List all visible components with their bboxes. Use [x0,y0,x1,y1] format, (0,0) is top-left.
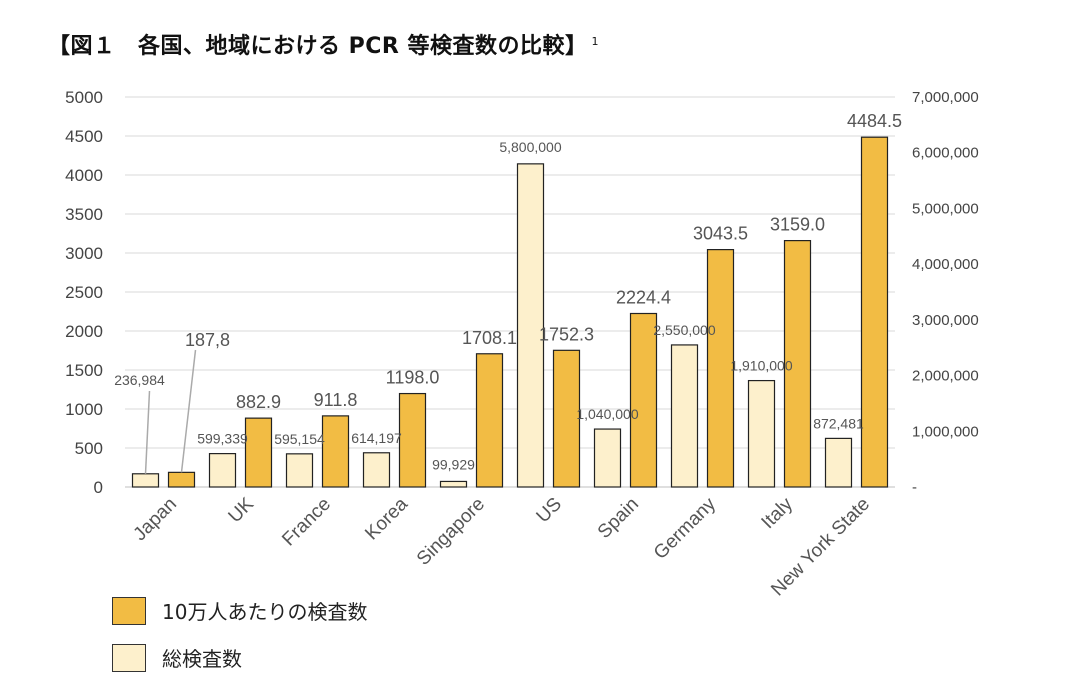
x-category-label: Singapore [413,494,489,570]
y-right-tick-label: 6,000,000 [912,145,979,162]
bar-per-100k [860,136,889,488]
bar-total-tests [285,453,314,488]
x-category-label: Italy [758,493,798,533]
x-category-label: Korea [361,493,412,544]
data-label-per-100k: 882.9 [236,392,281,412]
y-left-tick-label: 5000 [65,88,103,107]
bar-per-100k [167,471,196,488]
legend-label-total: 総検査数 [162,647,242,671]
bar-per-100k [706,249,735,488]
y-right-tick-label: 5,000,000 [912,200,979,217]
bar-total-tests [362,452,391,488]
bar-total-tests [670,344,699,488]
data-label-total-tests: 599,339 [197,431,248,447]
data-label-per-100k: 3159.0 [770,215,825,235]
data-label-total-tests: 872,481 [813,415,864,431]
data-label-total-tests: 1,040,000 [576,406,638,422]
y-left-tick-label: 1000 [65,400,103,419]
bar-total-tests [439,480,468,488]
x-category-label: US [533,494,567,528]
y-left-tick-label: 4500 [65,127,103,146]
bar-total-tests [516,163,545,488]
y-left-tick-label: 0 [94,478,103,497]
y-left-tick-label: 500 [75,439,103,458]
legend-item-total: 総検査数 [112,643,242,672]
data-label-per-100k: 4484.5 [847,111,902,131]
bar-per-100k [552,349,581,488]
legend-item-per100k: 10万人あたりの検査数 [112,596,367,625]
data-label-per-100k: 1708.1 [462,328,517,348]
y-right-tick-label: 4,000,000 [912,256,979,273]
y-left-tick-label: 1500 [65,361,103,380]
data-label-total-tests: 2,550,000 [653,322,715,338]
bar-total-tests [593,428,622,488]
x-category-label: Germany [650,493,720,563]
callout-line [144,390,151,474]
x-category-label: UK [225,493,259,527]
y-right-tick-label: 3,000,000 [912,312,979,329]
y-left-tick-label: 4000 [65,166,103,185]
bar-per-100k [783,239,812,488]
bar-per-100k [629,312,658,488]
data-label-total-tests: 99,929 [432,456,475,472]
data-label-total-tests: 236,984 [114,372,165,388]
legend-label-per100k: 10万人あたりの検査数 [162,600,368,624]
x-category-label: France [278,494,335,551]
legend-swatch-per100k [112,596,146,625]
data-label-per-100k: 911.8 [314,390,358,410]
y-left-tick-label: 3000 [65,244,103,263]
y-right-tick-label: 7,000,000 [912,89,979,106]
data-label-total-tests: 595,154 [274,431,325,447]
bar-per-100k [398,392,427,488]
bar-total-tests [824,437,853,488]
y-left-tick-label: 3500 [65,205,103,224]
bar-per-100k [321,415,350,488]
y-right-tick-label: 2,000,000 [912,368,979,385]
callout-line [180,349,197,473]
data-label-total-tests: 5,800,000 [499,139,561,155]
data-label-per-100k: 1198.0 [386,368,440,388]
data-label-per-100k: 2224.4 [616,287,671,307]
bar-per-100k [244,417,273,488]
chart-title-text: 【図１ 各国、地域における PCR 等検査数の比較】 [48,34,588,59]
legend-swatch-total [112,643,146,672]
y-left-tick-label: 2000 [65,322,103,341]
data-label-total-tests: 614,197 [351,430,402,446]
chart-title: 【図１ 各国、地域における PCR 等検査数の比較】 1 [48,28,599,60]
data-label-per-100k: 187,8 [185,330,230,350]
title-footnote: 1 [591,34,600,48]
data-label-per-100k: 3043.5 [693,224,748,244]
y-right-tick-label: 1,000,000 [912,423,979,440]
data-label-total-tests: 1,910,000 [730,358,792,374]
bar-total-tests [208,453,237,488]
data-label-per-100k: 1752.3 [539,324,594,344]
x-category-label: Japan [130,494,181,545]
y-left-tick-label: 2500 [65,283,103,302]
x-category-label: Spain [594,494,643,543]
bar-total-tests [747,379,776,488]
bar-per-100k [475,353,504,488]
bar-total-tests [131,473,160,488]
y-right-tick-label: - [912,479,917,496]
